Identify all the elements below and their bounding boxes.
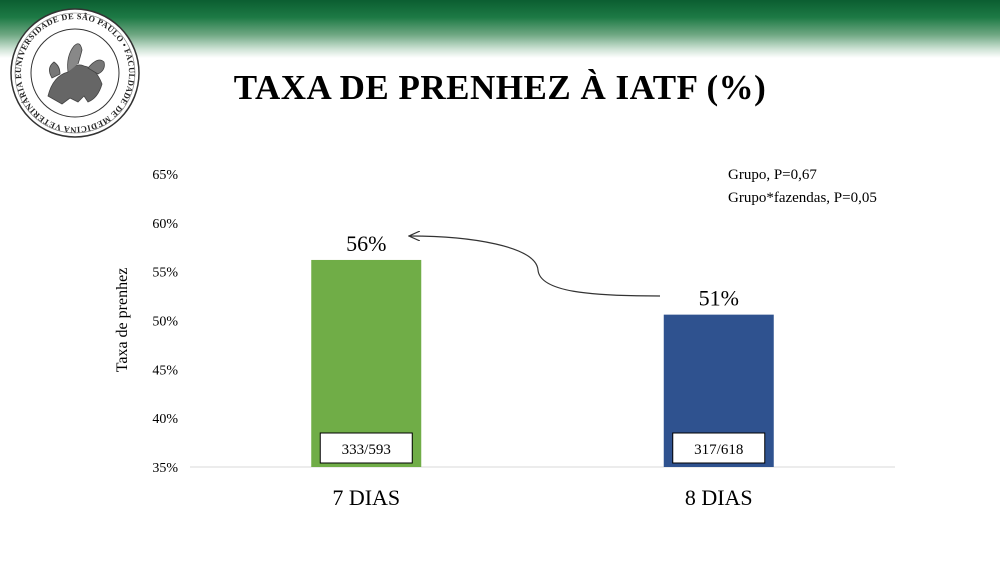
- bar-data-label: 51%: [699, 286, 739, 311]
- page-title: TAXA DE PRENHEZ À IATF (%): [233, 68, 767, 107]
- y-tick-label: 45%: [152, 363, 178, 378]
- count-box: [319, 432, 413, 464]
- y-axis-label: Taxa de prenhez: [114, 268, 131, 373]
- x-tick-label: 8 DIAS: [685, 485, 753, 510]
- statistics-note: Grupo, P=0,67 Grupo*fazendas, P=0,05: [728, 164, 877, 210]
- comparison-arrow: [410, 236, 661, 297]
- count-label: 317/618: [694, 442, 743, 458]
- y-tick-label: 50%: [152, 315, 178, 330]
- bar: [311, 259, 422, 467]
- stats-line-interaction: Grupo*fazendas, P=0,05: [728, 190, 877, 206]
- count-label: 333/593: [342, 442, 391, 458]
- y-tick-label: 35%: [152, 461, 178, 476]
- y-tick-label: 65%: [152, 168, 178, 183]
- y-tick-label: 55%: [152, 266, 178, 281]
- university-seal-logo: UNIVERSIDADE DE SÃO PAULO • FACULDADE DE…: [8, 6, 140, 138]
- count-box: [672, 432, 766, 464]
- stats-line-group: Grupo, P=0,67: [728, 167, 817, 183]
- header-band: [0, 0, 1000, 58]
- y-tick-label: 40%: [152, 412, 178, 427]
- bar-data-label: 56%: [346, 231, 386, 256]
- y-tick-label: 60%: [152, 217, 178, 232]
- x-tick-label: 7 DIAS: [332, 485, 400, 510]
